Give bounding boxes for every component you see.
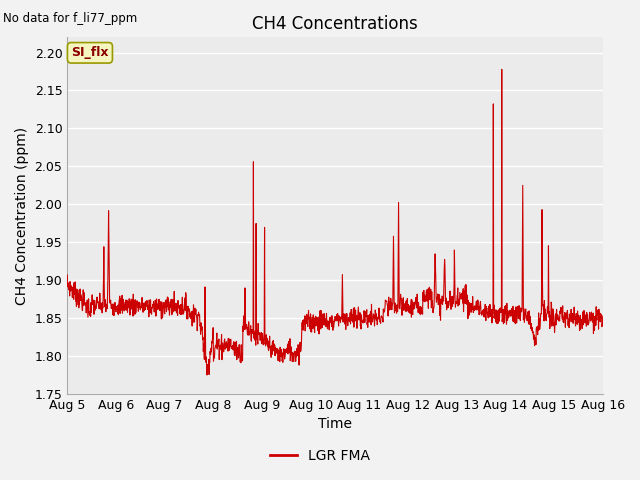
Legend: LGR FMA: LGR FMA [264,443,376,468]
Y-axis label: CH4 Concentration (ppm): CH4 Concentration (ppm) [15,127,29,305]
Text: No data for f_li77_ppm: No data for f_li77_ppm [3,12,138,25]
X-axis label: Time: Time [318,418,352,432]
Title: CH4 Concentrations: CH4 Concentrations [252,15,418,33]
Text: SI_flx: SI_flx [71,46,109,60]
